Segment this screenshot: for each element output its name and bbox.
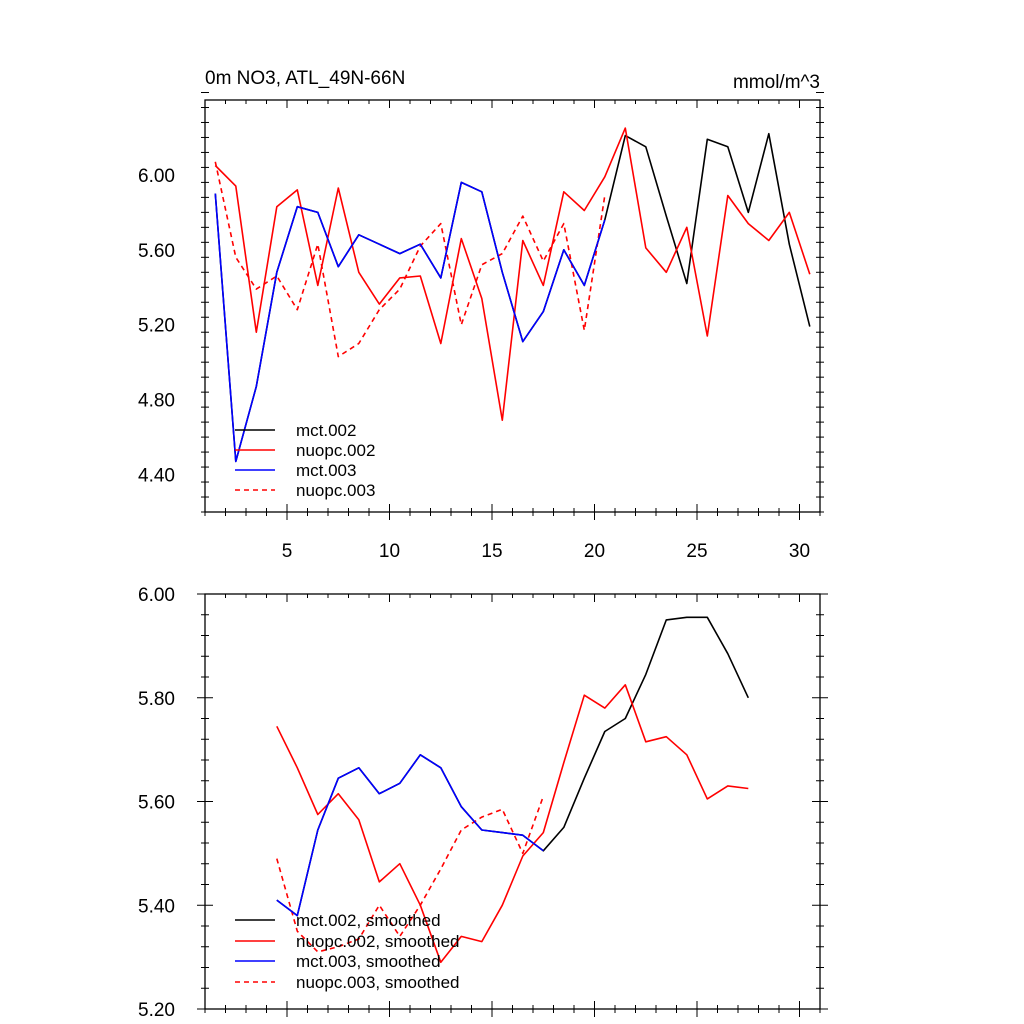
series-line-nuopc-003 xyxy=(214,161,606,358)
top-axis-ticks xyxy=(201,92,824,520)
series-line-nuopc-003-smoothed xyxy=(276,796,545,953)
y-tick-label-5-20: 5.20 xyxy=(138,1000,175,1021)
series-line-nuopc-002 xyxy=(214,127,811,421)
top-x-tick-labels: 5 10 15 20 25 30 xyxy=(282,541,810,562)
bottom-series-lines xyxy=(276,616,750,964)
x-tick-label-15: 15 xyxy=(481,541,502,562)
y-tick-label-5-20: 5.20 xyxy=(138,316,175,337)
bottom-legend: mct.002, smoothed nuopc.002, smoothed mc… xyxy=(235,911,460,992)
legend-label-mct-003-smoothed: mct.003, smoothed xyxy=(296,952,441,971)
x-tick-label-10: 10 xyxy=(379,541,400,562)
x-tick-label-25: 25 xyxy=(686,541,707,562)
top-panel: 0m NO3, ATL_49N-66N mmol/m^3 4.40 4.80 5.2… xyxy=(138,68,824,562)
series-line-mct-002-smoothed xyxy=(276,616,750,917)
top-series-lines xyxy=(214,127,811,463)
legend-label-mct-002: mct.002 xyxy=(296,421,356,440)
legend-label-mct-003: mct.003 xyxy=(296,461,356,480)
x-tick-label-30: 30 xyxy=(789,541,810,562)
legend-label-nuopc-003: nuopc.003 xyxy=(296,481,375,500)
legend-label-nuopc-003-smoothed: nuopc.003, smoothed xyxy=(296,973,460,992)
top-chart-title: 0m NO3, ATL_49N-66N xyxy=(205,68,405,89)
y-tick-label-5-60: 5.60 xyxy=(138,793,175,814)
y-tick-label-6-00: 6.00 xyxy=(138,585,175,606)
y-tick-label-5-60: 5.60 xyxy=(138,241,175,262)
bottom-panel: 5.20 5.40 5.60 5.80 6.00 mct.002, smoothed n… xyxy=(138,585,828,1021)
series-line-mct-002 xyxy=(214,132,811,463)
y-tick-label-4-40: 4.40 xyxy=(138,466,175,487)
top-chart-units: mmol/m^3 xyxy=(733,72,820,93)
bottom-axis-ticks xyxy=(197,593,828,1017)
legend-label-nuopc-002-smoothed: nuopc.002, smoothed xyxy=(296,932,460,951)
legend-label-mct-002-smoothed: mct.002, smoothed xyxy=(296,911,441,930)
series-line-nuopc-002-smoothed xyxy=(276,684,749,964)
top-legend: mct.002 nuopc.002 mct.003 nuopc.003 xyxy=(235,421,375,500)
x-tick-label-20: 20 xyxy=(584,541,605,562)
top-y-tick-labels: 4.40 4.80 5.20 5.60 6.00 xyxy=(138,166,175,487)
x-tick-label-5: 5 xyxy=(282,541,293,562)
y-tick-label-5-40: 5.40 xyxy=(138,896,175,917)
bottom-y-tick-labels: 5.20 5.40 5.60 5.80 6.00 xyxy=(138,585,175,1021)
y-tick-label-4-80: 4.80 xyxy=(138,391,175,412)
y-tick-label-6-00: 6.00 xyxy=(138,166,175,187)
series-line-mct-003-smoothed xyxy=(276,754,544,917)
y-tick-label-5-80: 5.80 xyxy=(138,689,175,710)
legend-label-nuopc-002: nuopc.002 xyxy=(296,441,375,460)
series-line-mct-003 xyxy=(214,181,606,463)
